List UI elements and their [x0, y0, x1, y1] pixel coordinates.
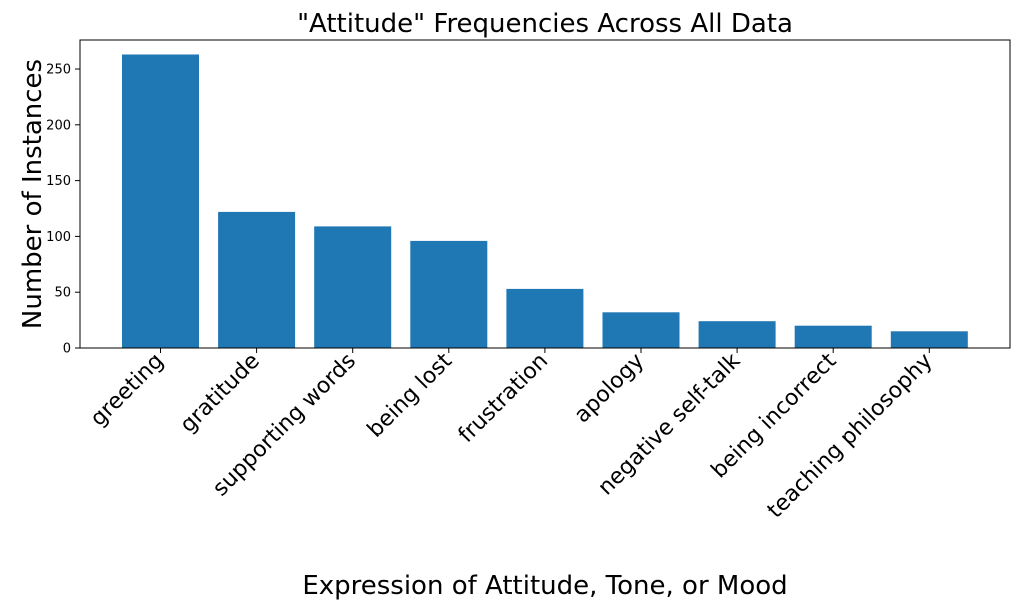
bar-apology	[602, 312, 680, 348]
bars-group	[122, 54, 968, 348]
bar-greeting	[122, 54, 199, 348]
bar-teaching-philosophy	[890, 331, 968, 348]
bar-frustration	[506, 288, 584, 348]
x-tick-label: being lost	[363, 348, 457, 442]
bar-being-incorrect	[794, 325, 872, 348]
x-tick-label: apology	[570, 349, 650, 429]
y-tick-label: 100	[46, 230, 71, 245]
y-tick-label: 200	[46, 118, 71, 133]
x-tick-label: teaching philosophy	[763, 349, 938, 524]
bar-negative-self-talk	[698, 321, 776, 348]
x-tick-label: gratitude	[176, 349, 265, 438]
bar-supporting-words	[314, 226, 392, 348]
plot-frame	[79, 39, 1011, 349]
y-tick-label: 150	[46, 174, 71, 189]
x-axis-label: Expression of Attitude, Tone, or Mood	[302, 571, 787, 601]
bar-gratitude	[218, 211, 296, 348]
x-tick-label: greeting	[86, 349, 169, 432]
y-tick-label: 0	[63, 342, 71, 357]
chart-title: "Attitude" Frequencies Across All Data	[297, 9, 793, 39]
y-axis-label: Number of Instances	[18, 59, 48, 329]
x-tick-label: frustration	[454, 349, 553, 448]
y-axis-ticks: 0 50 100 150 200 250	[46, 63, 80, 357]
y-tick-label: 250	[46, 63, 71, 78]
bar-being-lost	[410, 240, 488, 348]
y-tick-label: 50	[54, 286, 71, 301]
